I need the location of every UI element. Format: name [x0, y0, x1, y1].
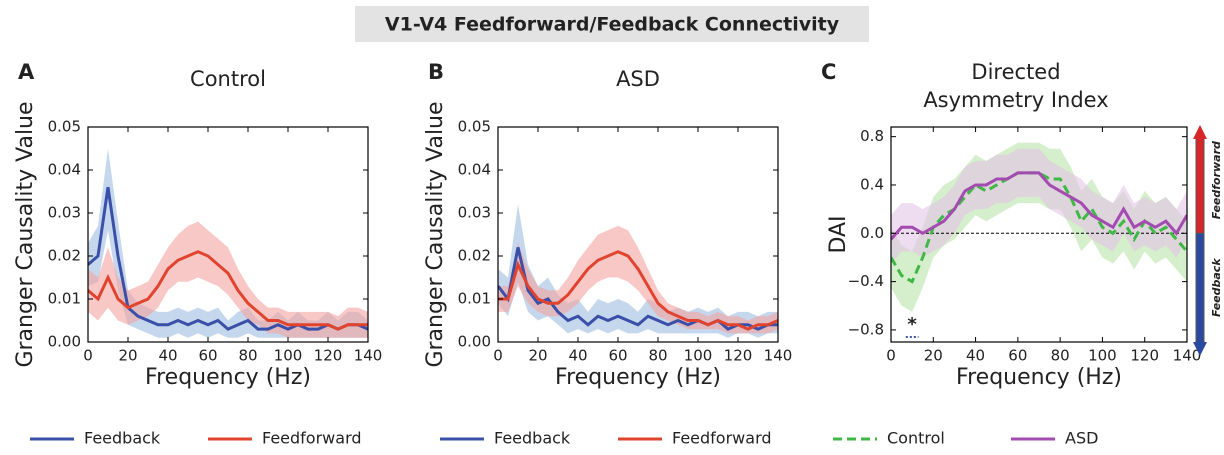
- arrow-label: Feedback: [1210, 258, 1223, 317]
- y-tick-label: 0.05: [458, 118, 491, 136]
- y-tick-label: 0.00: [48, 333, 81, 351]
- y-tick-label: 0.04: [48, 161, 81, 179]
- series-line: [498, 250, 778, 331]
- legend-label: Feedforward: [262, 429, 362, 448]
- x-tick-label: 80: [1051, 347, 1070, 365]
- y-tick-label: 0.05: [48, 118, 81, 136]
- y-tick-label: 0.03: [458, 204, 491, 222]
- x-tick-label: 140: [354, 347, 383, 365]
- figure-title: V1-V4 Feedforward/Feedback Connectivity: [385, 14, 840, 36]
- y-tick-label: 0.02: [458, 247, 491, 265]
- y-tick-label: 0.0: [860, 224, 884, 242]
- x-tick-label: 20: [118, 347, 137, 365]
- x-tick-label: 60: [198, 347, 217, 365]
- title-box: [355, 6, 869, 42]
- y-tick-label: 0.04: [458, 161, 491, 179]
- x-tick-label: 140: [1173, 347, 1202, 365]
- panel-label: B: [428, 60, 444, 84]
- x-axis-label: Frequency (Hz): [956, 365, 1122, 390]
- x-tick-label: 20: [924, 347, 943, 365]
- arrow-label: Feedforward: [1210, 141, 1223, 219]
- confidence-band: [498, 225, 778, 334]
- series-line: [88, 186, 368, 331]
- x-tick-label: 100: [684, 347, 713, 365]
- chart-title: Control: [190, 67, 266, 91]
- legend-label: ASD: [1065, 429, 1098, 448]
- x-tick-label: 0: [886, 347, 896, 365]
- confidence-band: [891, 148, 1187, 264]
- panel-label: C: [821, 60, 836, 84]
- legend-label: Feedback: [84, 429, 161, 448]
- series-line: [891, 171, 1187, 241]
- x-tick-label: 80: [648, 347, 667, 365]
- y-tick-label: 0.4: [860, 175, 884, 193]
- arrow-up-head: [1193, 125, 1207, 139]
- x-tick-label: 40: [568, 347, 587, 365]
- arrow-down: [1195, 232, 1205, 345]
- x-tick-label: 80: [238, 347, 257, 365]
- x-axis-label: Frequency (Hz): [555, 365, 721, 390]
- y-tick-label: 0.01: [48, 290, 81, 308]
- x-tick-label: 0: [83, 347, 93, 365]
- y-tick-label: −0.8: [848, 320, 884, 338]
- y-tick-label: 0.02: [48, 247, 81, 265]
- x-tick-label: 60: [608, 347, 627, 365]
- x-tick-label: 100: [274, 347, 303, 365]
- x-tick-label: 140: [764, 347, 793, 365]
- x-tick-label: 120: [314, 347, 343, 365]
- confidence-band: [88, 221, 368, 338]
- x-tick-label: 120: [724, 347, 753, 365]
- significance-label: *: [907, 314, 917, 335]
- y-axis-label: Granger Causality Value: [423, 101, 448, 367]
- legend-label: Feedback: [494, 429, 571, 448]
- y-tick-label: 0.8: [860, 127, 884, 145]
- x-tick-label: 120: [1130, 347, 1159, 365]
- x-axis-label: Frequency (Hz): [145, 365, 311, 390]
- arrow-up: [1195, 136, 1205, 234]
- x-tick-label: 40: [966, 347, 985, 365]
- y-tick-label: 0.00: [458, 333, 491, 351]
- plot-frame: [890, 126, 1188, 343]
- plot-frame: [87, 126, 369, 343]
- legend-label: Control: [887, 429, 945, 448]
- y-tick-label: 0.01: [458, 290, 491, 308]
- series-line: [88, 250, 368, 331]
- y-axis-label: Granger Causality Value: [13, 101, 38, 367]
- y-tick-label: 0.03: [48, 204, 81, 222]
- x-tick-label: 20: [528, 347, 547, 365]
- arrow-down-head: [1193, 342, 1207, 356]
- chart-title: ASD: [616, 67, 660, 91]
- x-tick-label: 100: [1088, 347, 1117, 365]
- y-tick-label: −0.4: [848, 272, 884, 290]
- x-tick-label: 0: [493, 347, 503, 365]
- y-axis-label: DAI: [826, 215, 851, 253]
- plot-frame: [497, 126, 779, 343]
- chart-title: Directed Asymmetry Index: [923, 60, 1109, 112]
- series-line: [891, 171, 1187, 284]
- panel-label: A: [18, 60, 35, 84]
- legend-label: Feedforward: [672, 429, 772, 448]
- x-tick-label: 60: [1008, 347, 1027, 365]
- x-tick-label: 40: [158, 347, 177, 365]
